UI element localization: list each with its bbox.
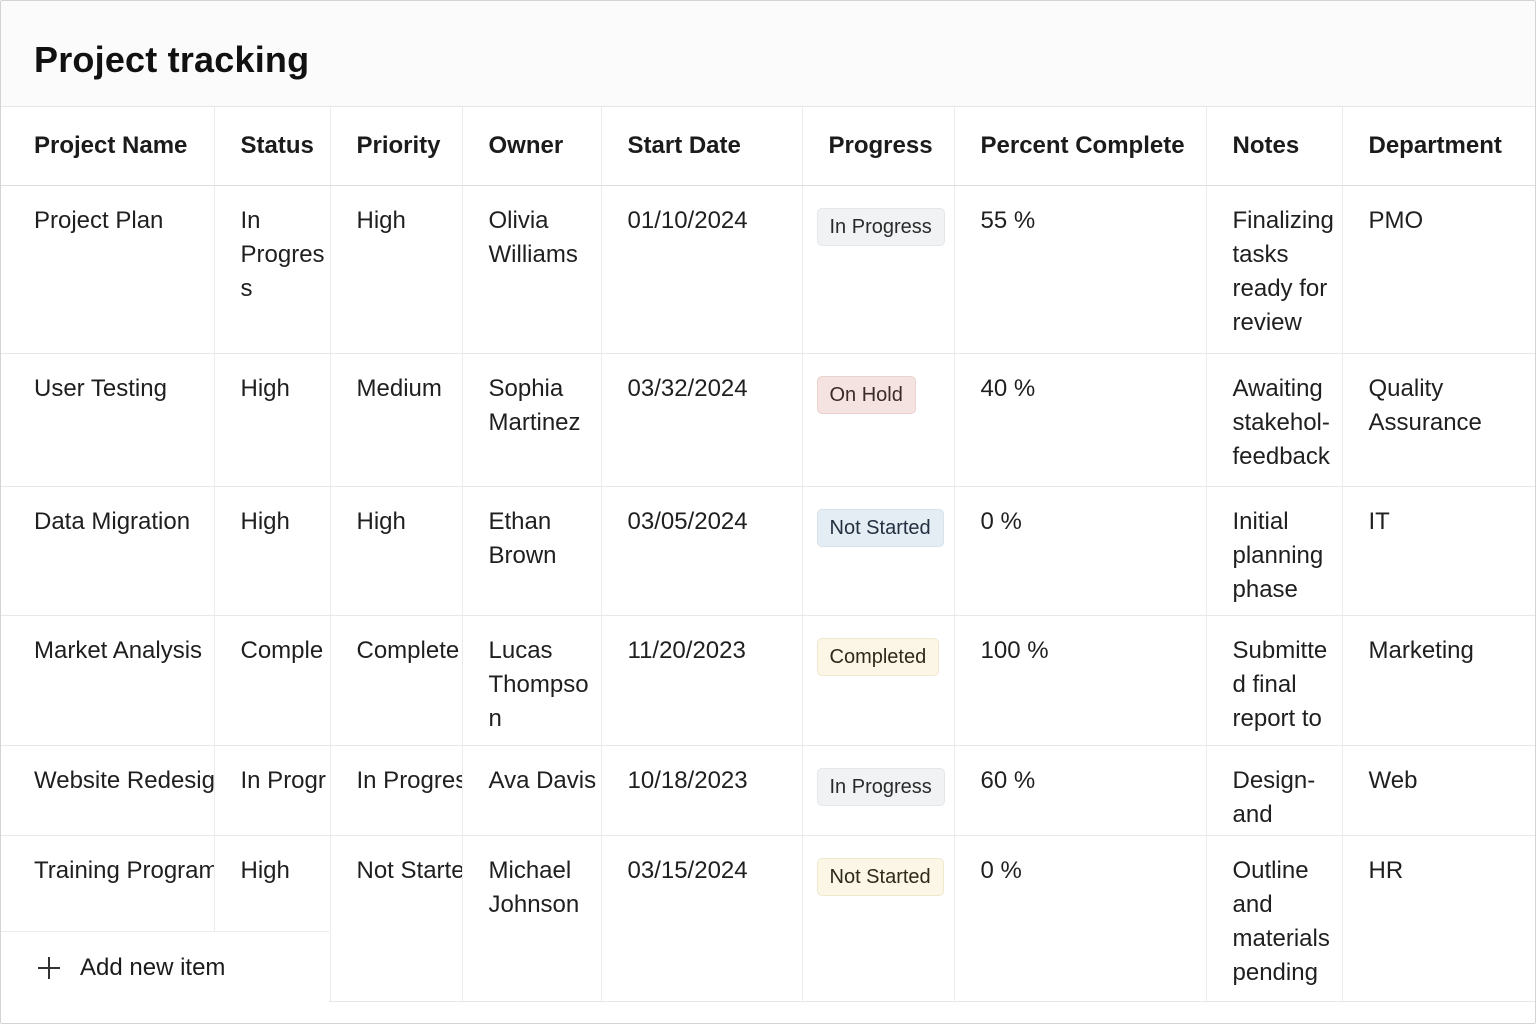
column-header-percent-complete[interactable]: Percent Complete (954, 107, 1207, 186)
cell-priority[interactable]: In Progres (330, 745, 463, 836)
table-row[interactable]: Website Redesig In Progr In Progres Ava … (1, 745, 1535, 836)
column-header-start-date[interactable]: Start Date (601, 107, 803, 186)
status-badge: On Hold (816, 375, 916, 414)
column-header-progress[interactable]: Progress (802, 107, 955, 186)
column-header-status[interactable]: Status (214, 107, 331, 186)
cell-progress[interactable]: Completed (802, 615, 955, 746)
cell-owner[interactable]: Olivia Williams (462, 185, 602, 354)
cell-notes[interactable]: Submitted final report to (1206, 615, 1343, 746)
table-row[interactable]: User Testing High Medium Sophia Martinez… (1, 353, 1535, 487)
cell-owner[interactable]: Sophia Martinez (462, 353, 602, 487)
cell-owner[interactable]: Michael Johnson (462, 835, 602, 1002)
add-new-item-button[interactable]: Add new item (1, 931, 329, 1004)
cell-department[interactable]: Web (1342, 745, 1535, 836)
cell-status[interactable]: In Progress (214, 185, 331, 354)
cell-department[interactable]: Quality Assurance (1342, 353, 1535, 487)
status-badge: Not Started (816, 857, 944, 896)
cell-progress[interactable]: In Progress (802, 745, 955, 836)
cell-status[interactable]: Comple (214, 615, 331, 746)
cell-progress[interactable]: On Hold (802, 353, 955, 487)
cell-progress[interactable]: In Progress (802, 185, 955, 354)
cell-priority[interactable]: Medium (330, 353, 463, 487)
column-header-project-name[interactable]: Project Name (1, 107, 215, 186)
cell-start-date[interactable]: 01/10/2024 (601, 185, 803, 354)
cell-start-date[interactable]: 11/20/2023 (601, 615, 803, 746)
cell-status[interactable]: High (214, 353, 331, 487)
header-row: Project Name Status Priority Owner Start… (1, 107, 1535, 186)
cell-owner[interactable]: Lucas Thompson (462, 615, 602, 746)
cell-priority[interactable]: High (330, 185, 463, 354)
table-row[interactable]: Market Analysis Comple Complete Lucas Th… (1, 615, 1535, 746)
cell-percent-complete[interactable]: 0 % (954, 835, 1207, 1002)
cell-project-name[interactable]: User Testing (1, 353, 215, 487)
title-bar: Project tracking (1, 1, 1535, 107)
column-header-priority[interactable]: Priority (330, 107, 463, 186)
cell-progress[interactable]: Not Started (802, 835, 955, 1002)
table-row[interactable]: Data Migration High High Ethan Brown 03/… (1, 486, 1535, 616)
cell-progress[interactable]: Not Started (802, 486, 955, 616)
cell-percent-complete[interactable]: 0 % (954, 486, 1207, 616)
cell-department[interactable]: PMO (1342, 185, 1535, 354)
cell-department[interactable]: HR (1342, 835, 1535, 1002)
cell-start-date[interactable]: 03/05/2024 (601, 486, 803, 616)
page-title: Project tracking (34, 39, 310, 80)
cell-priority[interactable]: Complete (330, 615, 463, 746)
cell-notes[interactable]: Finalizing tasks ready for review (1206, 185, 1343, 354)
cell-status[interactable]: In Progr (214, 745, 331, 836)
cell-percent-complete[interactable]: 40 % (954, 353, 1207, 487)
cell-percent-complete[interactable]: 55 % (954, 185, 1207, 354)
plus-icon (38, 957, 60, 979)
cell-start-date[interactable]: 10/18/2023 (601, 745, 803, 836)
cell-notes[interactable]: Initial planning phase (1206, 486, 1343, 616)
cell-percent-complete[interactable]: 60 % (954, 745, 1207, 836)
cell-project-name[interactable]: Project Plan (1, 185, 215, 354)
cell-department[interactable]: Marketing (1342, 615, 1535, 746)
cell-notes[interactable]: Design- and (1206, 745, 1343, 836)
cell-notes[interactable]: Awaiting stakehol- feedback (1206, 353, 1343, 487)
table-row[interactable]: Project Plan In Progress High Olivia Wil… (1, 185, 1535, 354)
add-new-item-label: Add new item (80, 954, 226, 981)
cell-project-name[interactable]: Market Analysis (1, 615, 215, 746)
cell-start-date[interactable]: 03/32/2024 (601, 353, 803, 487)
project-table: Project Name Status Priority Owner Start… (1, 107, 1535, 1002)
status-badge: In Progress (816, 767, 945, 806)
status-badge: In Progress (816, 207, 945, 246)
status-badge: Not Started (816, 508, 944, 547)
cell-start-date[interactable]: 03/15/2024 (601, 835, 803, 1002)
cell-priority[interactable]: High (330, 486, 463, 616)
cell-notes[interactable]: Outline and materials pending (1206, 835, 1343, 1002)
cell-project-name[interactable]: Data Migration (1, 486, 215, 616)
column-header-notes[interactable]: Notes (1206, 107, 1343, 186)
cell-owner[interactable]: Ethan Brown (462, 486, 602, 616)
column-header-department[interactable]: Department (1342, 107, 1535, 186)
cell-owner[interactable]: Ava Davis (462, 745, 602, 836)
cell-percent-complete[interactable]: 100 % (954, 615, 1207, 746)
cell-status[interactable]: High (214, 486, 331, 616)
cell-project-name[interactable]: Website Redesig (1, 745, 215, 836)
cell-priority[interactable]: Not Starte (330, 835, 463, 1002)
status-badge: Completed (816, 637, 940, 676)
column-header-owner[interactable]: Owner (462, 107, 602, 186)
cell-department[interactable]: IT (1342, 486, 1535, 616)
